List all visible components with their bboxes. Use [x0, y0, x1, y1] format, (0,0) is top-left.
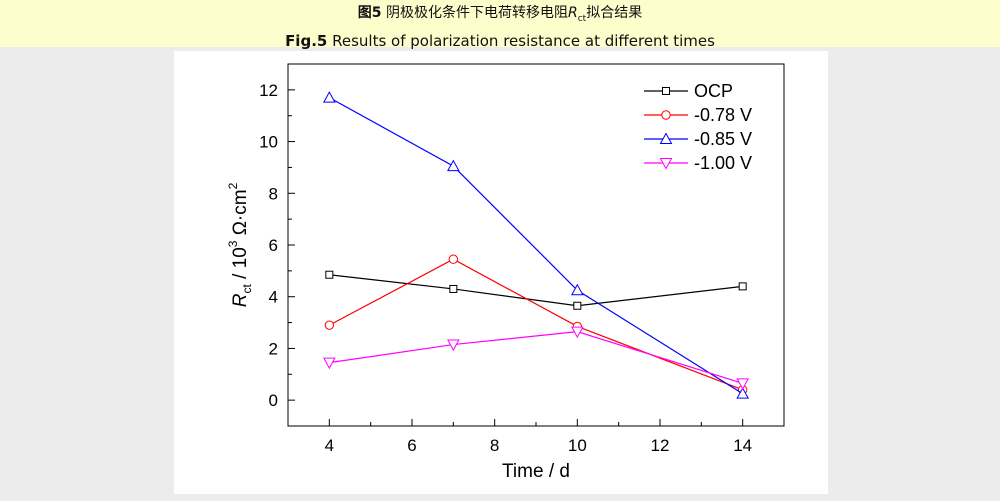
x-tick-label: 4 [325, 436, 334, 455]
y-label-exp2: 2 [226, 182, 240, 189]
y-axis-label: Rct / 103 Ω·cm2 [226, 182, 254, 307]
x-tick-label: 12 [651, 436, 670, 455]
y-label-r: R [230, 293, 251, 307]
line-chart: 4 6 8 10 12 14 0 2 4 6 8 10 12 OCP -0.78 V -0.85 V -1.0… [226, 63, 785, 482]
y-tick-label: 10 [259, 133, 278, 152]
data-point [325, 270, 334, 279]
legend-marker [662, 87, 670, 95]
data-point [322, 91, 336, 103]
legend: OCP -0.78 V -0.85 V -1.00 V [644, 81, 752, 173]
x-tick-label: 6 [407, 436, 416, 455]
x-tick-label: 8 [490, 436, 499, 455]
y-label-sub: ct [240, 284, 254, 294]
caption-zh-label: 图5 [357, 5, 382, 21]
series-line [329, 331, 743, 384]
figure-caption: 图5 阴极极化条件下电荷转移电阻Rct拟合结果 Fig.5 Results of… [0, 0, 1000, 50]
data-point [448, 254, 459, 264]
legend-marker [659, 132, 673, 144]
data-point [324, 320, 335, 330]
series-line [329, 97, 743, 395]
data-point [573, 301, 582, 310]
series-line [329, 258, 743, 391]
data-point [736, 387, 750, 399]
data-point [738, 282, 747, 291]
caption-chinese: 图5 阴极极化条件下电荷转移电阻Rct拟合结果 [0, 0, 1000, 30]
legend-label: -0.85 V [694, 129, 752, 149]
x-tick-label: 14 [733, 436, 752, 455]
caption-english: Fig.5 Results of polarization resistance… [0, 30, 1000, 52]
y-tick-label: 8 [269, 184, 278, 203]
data-point [736, 378, 750, 390]
y-tick-label: 2 [269, 339, 278, 358]
plot-area-frame [287, 63, 785, 427]
y-label-exp: 3 [226, 240, 240, 247]
data-point [449, 284, 458, 293]
legend-marker [661, 110, 671, 120]
data-point [446, 339, 460, 352]
caption-zh-r: R [567, 5, 578, 21]
x-tick-label: 10 [568, 436, 587, 455]
series-layer [322, 91, 750, 399]
caption-zh-text-a: 阴极极化条件下电荷转移电阻 [381, 5, 568, 21]
data-point [570, 283, 584, 296]
chart-panel: 4 6 8 10 12 14 0 2 4 6 8 10 12 OCP -0.78 V -0.85 V -1.0… [174, 51, 828, 494]
caption-zh-sub: ct [577, 13, 587, 24]
y-label-mid: / 10 [230, 247, 251, 284]
y-tick-label: 4 [269, 288, 278, 307]
data-point [322, 357, 336, 370]
legend-marker [659, 158, 673, 170]
x-axis-label: Time / d [502, 461, 570, 482]
legend-label: -0.78 V [694, 105, 752, 125]
caption-en-label: Fig.5 [285, 31, 328, 50]
legend-label: OCP [694, 81, 733, 101]
legend-label: -1.00 V [694, 153, 752, 173]
caption-en-text: Results of polarization resistance at di… [327, 31, 715, 50]
caption-zh-text-b: 拟合结果 [586, 5, 643, 21]
y-tick-label: 0 [269, 391, 278, 410]
data-point [446, 159, 460, 172]
data-point [570, 326, 584, 339]
y-tick-label: 12 [259, 81, 278, 100]
axes-layer: 4 6 8 10 12 14 0 2 4 6 8 10 12 [259, 63, 785, 455]
y-label-unit: Ω·cm [230, 189, 251, 240]
y-tick-label: 6 [269, 236, 278, 255]
series-line [329, 274, 743, 307]
